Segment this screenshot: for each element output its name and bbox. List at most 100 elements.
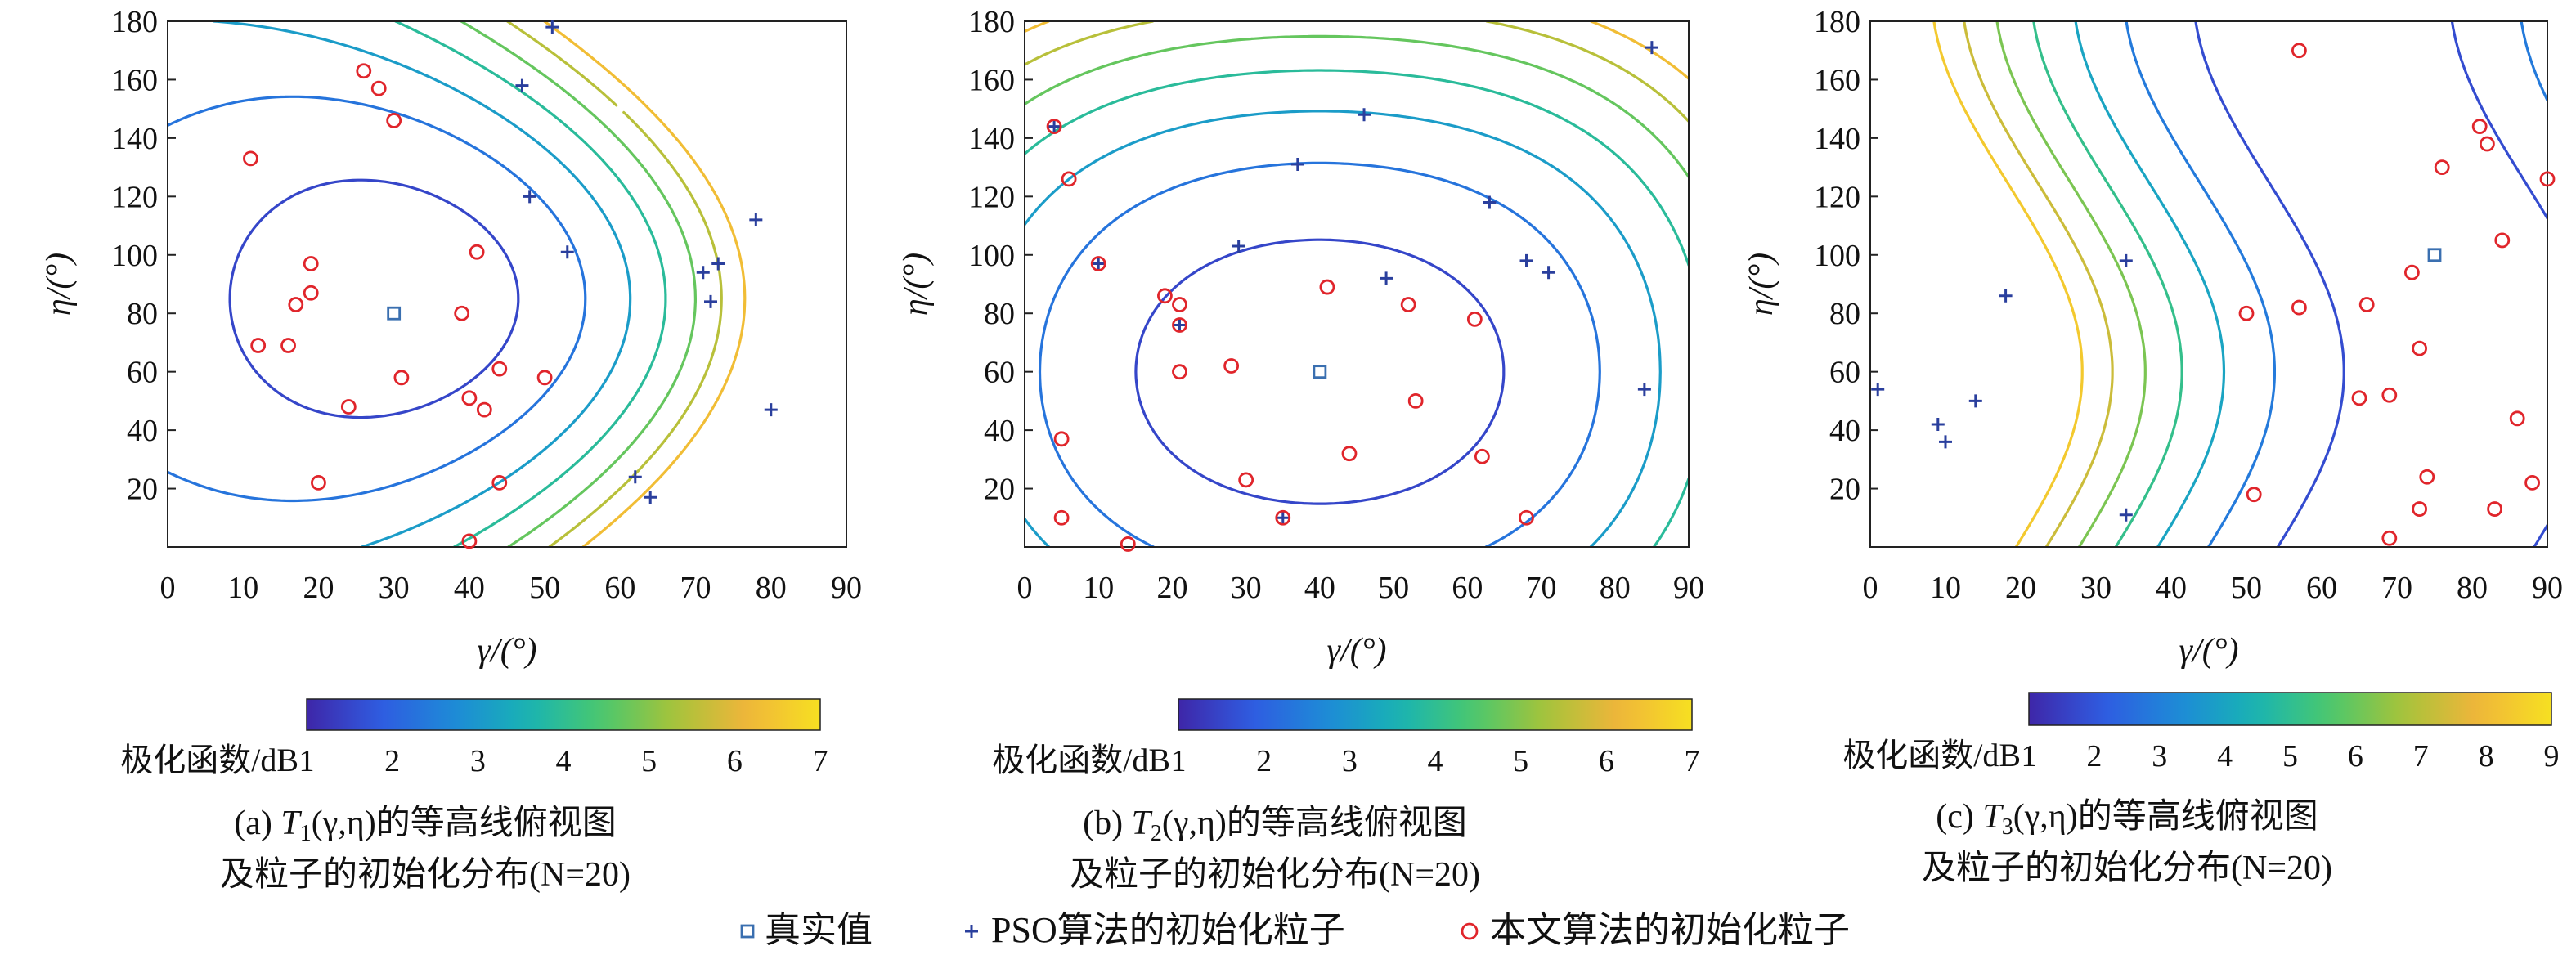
proposed-particle — [1238, 472, 1254, 488]
pso-particles — [515, 20, 778, 504]
y-tick-label: 40 — [1829, 414, 1860, 448]
contour-level-1 — [1134, 238, 1506, 505]
colorbar-tick-label: 5 — [2282, 739, 2298, 773]
x-tick-label: 80 — [2457, 571, 2488, 605]
panel-a: 20 40 60 80 100 120 140 160 180 0 10 20 30 40 50 60 70 80… — [40, 5, 862, 894]
contour-level-2 — [1038, 161, 1601, 547]
proposed-particle — [454, 305, 470, 321]
pso-particle — [749, 213, 763, 226]
legend: 真实值 PSO算法的初始化粒子 本文算法的初始化粒子 — [740, 910, 1850, 950]
pso-particle — [1931, 417, 1945, 431]
pso-particle — [1048, 119, 1061, 133]
pso-particle — [1232, 240, 1245, 253]
y-tick-label: 40 — [984, 414, 1015, 448]
y-tick-label: 180 — [1814, 5, 1860, 39]
proposed-particle — [491, 475, 508, 491]
y-tick-label: 180 — [111, 5, 158, 39]
proposed-particle — [303, 285, 319, 301]
proposed-particle — [1172, 317, 1187, 333]
proposed-particle — [1157, 288, 1173, 304]
colorbar-tick-label: 3 — [470, 744, 486, 778]
y-tick-label: 100 — [968, 239, 1015, 273]
proposed-particle — [1407, 392, 1424, 409]
proposed-particle — [469, 244, 485, 260]
proposed-particle — [2487, 501, 2503, 517]
pso-particle — [1939, 435, 1952, 449]
colorbar-tick-label: 7 — [1685, 744, 1700, 778]
x-tick-label: 50 — [2231, 571, 2262, 605]
contour-lines — [168, 21, 747, 547]
pso-particle — [1483, 195, 1497, 209]
legend-true-label: 真实值 — [765, 910, 873, 950]
x-tick-label: 70 — [1526, 571, 1557, 605]
plot-frame — [1024, 20, 1690, 548]
y-tick-label: 120 — [968, 180, 1015, 214]
x-tick-label: 10 — [1083, 571, 1114, 605]
caption-line-2: 及粒子的初始化分布(N=20) — [220, 856, 631, 894]
x-tick-label: 60 — [1452, 571, 1483, 605]
contour-level-7 — [1932, 21, 2084, 547]
proposed-particle — [2419, 469, 2435, 485]
contour-lines — [1932, 21, 2547, 547]
proposed-particle — [1466, 311, 1483, 327]
proposed-particle — [340, 399, 357, 415]
colorbar: 1 2 3 4 5 6 7 8 9 极化函数/dB — [1842, 692, 2560, 773]
proposed-particle — [1341, 446, 1358, 462]
pso-particle — [628, 470, 642, 484]
pso-particle — [696, 266, 710, 280]
caption-line-1: (b) T2(γ,η)的等高线俯视图 — [1083, 804, 1467, 846]
y-tick-label: 60 — [1829, 356, 1860, 390]
x-tick-label: 10 — [1930, 571, 1961, 605]
proposed-particle — [356, 63, 372, 79]
y-tick-label: 100 — [1814, 239, 1860, 273]
caption-line-1: (c) T3(γ,η)的等高线俯视图 — [1936, 797, 2318, 840]
proposed-particle — [311, 475, 326, 491]
pso-particle — [523, 190, 536, 204]
panel-b: 20 40 60 80 100 120 140 160 180 0 10 20 30 40 50 60 70 80… — [897, 5, 1704, 894]
pso-particle — [764, 403, 778, 417]
contour-level-4 — [394, 21, 667, 547]
proposed-particle — [393, 370, 410, 386]
colorbar-gradient — [306, 698, 821, 731]
x-tick-label: 90 — [831, 571, 862, 605]
proposed-particle — [2509, 410, 2525, 427]
proposed-particle — [2238, 305, 2255, 321]
x-tick-label: 30 — [2080, 571, 2112, 605]
plot-frame — [1869, 20, 2548, 548]
colorbar-tick-label: 6 — [1599, 744, 1614, 778]
y-tick-label: 120 — [1814, 180, 1860, 214]
proposed-particle — [1474, 448, 1490, 464]
x-tick-label: 90 — [2532, 571, 2563, 605]
colorbar: 1 2 3 4 5 6 7 极化函数/dB — [120, 698, 828, 778]
pso-particle — [545, 20, 559, 34]
y-tick-label: 80 — [127, 297, 158, 331]
proposed-particle — [2291, 43, 2307, 59]
pso-particle — [1358, 108, 1371, 122]
pso-particle — [704, 294, 717, 308]
proposed-particle — [280, 338, 296, 353]
pso-particle — [1637, 383, 1651, 397]
contour-level-5 — [1995, 21, 2147, 547]
panel-c: 20 40 60 80 100 120 140 160 180 0 10 20 30 40 50 60 70 80… — [1743, 5, 2563, 887]
pso-particle — [1173, 318, 1187, 332]
pso-particle — [1871, 383, 1885, 397]
pso-particle — [515, 78, 529, 92]
proposed-particle — [2403, 264, 2420, 280]
colorbar-tick-label: 7 — [813, 744, 828, 778]
y-axis-label: η/(°) — [40, 253, 78, 316]
contour-level-3 — [213, 21, 632, 547]
pso-particle — [1999, 289, 2013, 303]
y-tick-label: 20 — [984, 473, 1015, 507]
y-axis-label: η/(°) — [897, 253, 935, 316]
proposed-particle — [536, 370, 553, 386]
colorbar-tick-label: 9 — [2544, 739, 2560, 773]
proposed-particle — [243, 150, 258, 167]
proposed-particle — [288, 297, 304, 312]
y-tick-label: 160 — [968, 63, 1015, 97]
proposed-particles — [2238, 43, 2556, 546]
y-axis-label: η/(°) — [1743, 253, 1780, 316]
proposed-particle — [1223, 358, 1240, 374]
x-tick-label: 60 — [2306, 571, 2337, 605]
contour-level-1 — [2194, 21, 2547, 547]
x-tick-label: 80 — [756, 571, 787, 605]
